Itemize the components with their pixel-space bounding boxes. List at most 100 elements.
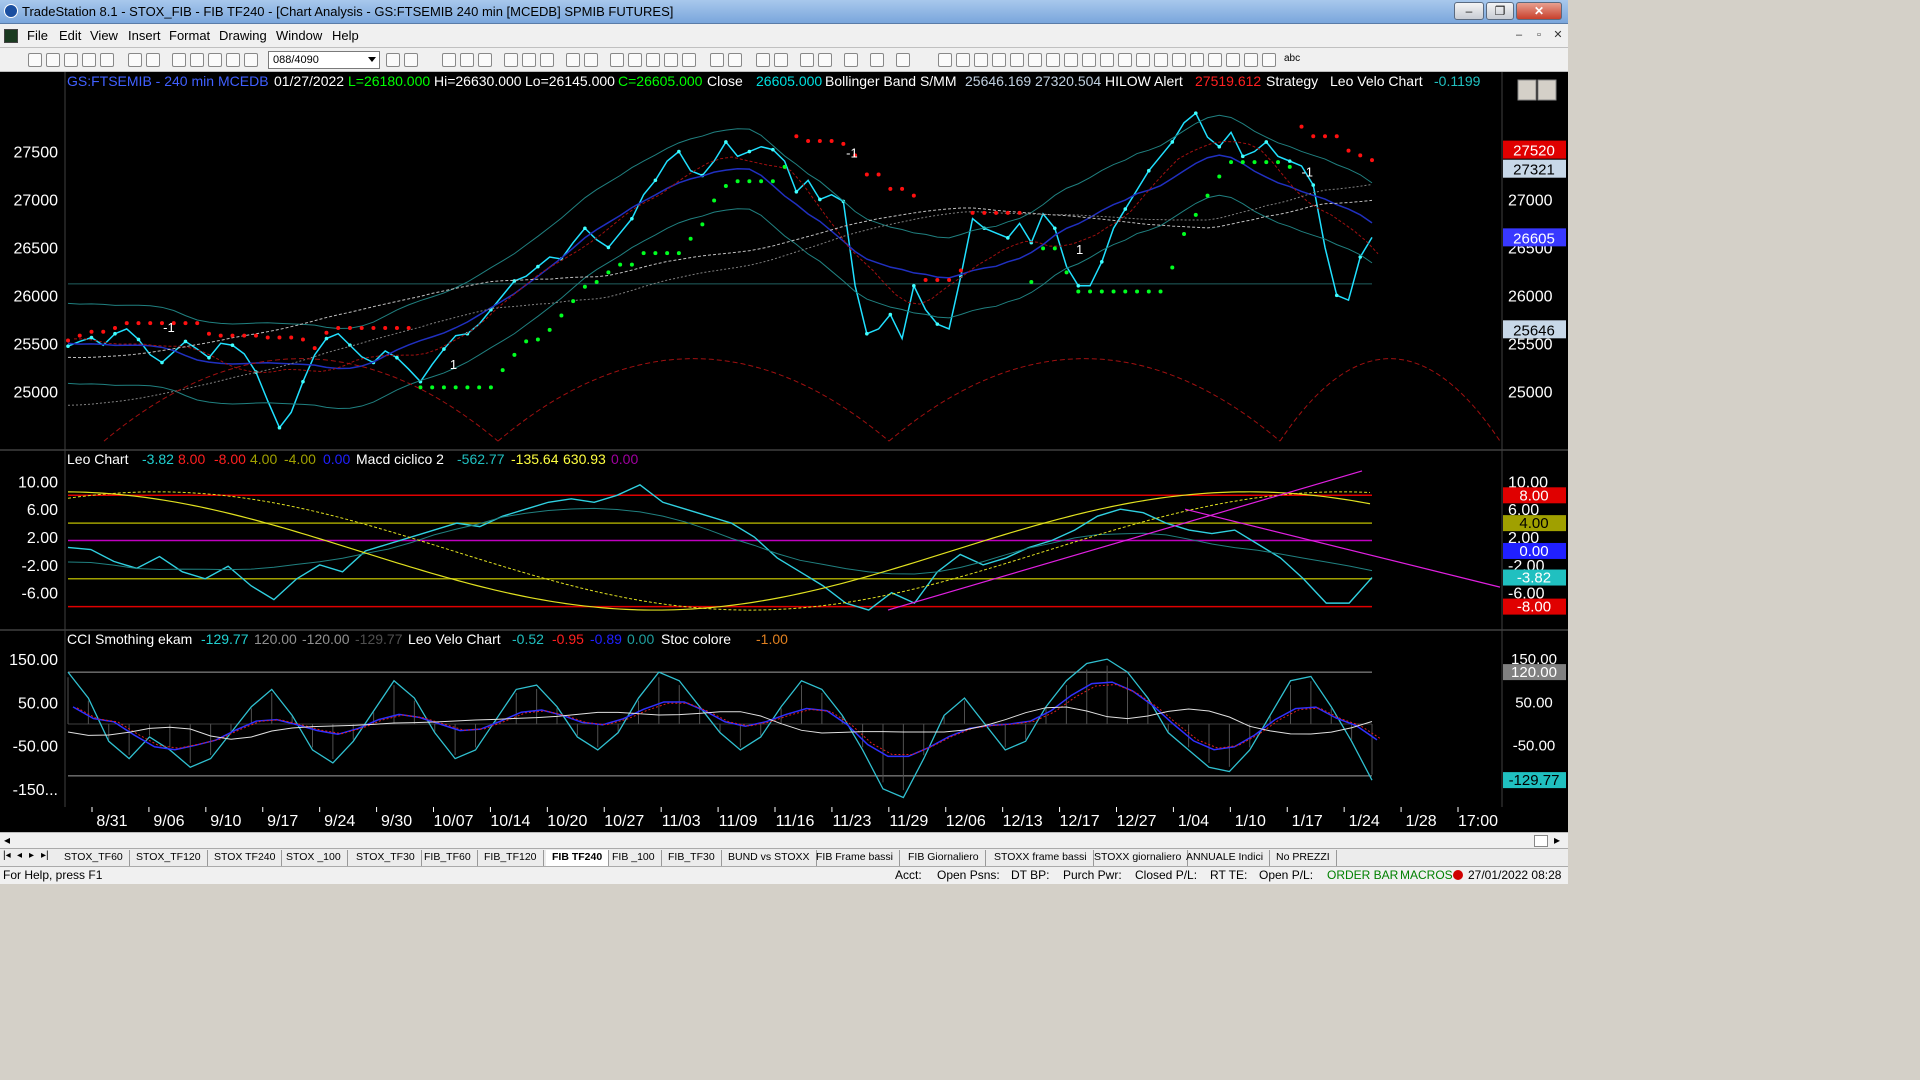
menu-view[interactable]: View	[90, 28, 118, 43]
scroll-right-icon[interactable]: ▸	[1554, 833, 1561, 847]
zoom-in-icon[interactable]	[756, 53, 770, 67]
gann-fan-icon[interactable]	[1064, 53, 1078, 67]
tab-stoxx-frame-bassi[interactable]: STOXX frame bassi	[988, 850, 1094, 866]
text-tool-icon[interactable]: abc	[1284, 53, 1301, 64]
cut-icon[interactable]	[172, 53, 186, 67]
search-icon[interactable]	[404, 53, 418, 67]
radar-icon[interactable]	[460, 53, 474, 67]
menu-insert[interactable]: Insert	[128, 28, 161, 43]
chart-window[interactable]: GS:FTSEMIB - 240 min MCEDB 01/27/2022 L=…	[0, 72, 1568, 832]
scroll-left-icon[interactable]: ◂	[4, 833, 11, 847]
save-all-icon[interactable]	[82, 53, 96, 67]
paste-icon[interactable]	[226, 53, 240, 67]
horizontal-scrollbar[interactable]: ◂ ▸	[0, 832, 1568, 848]
tab-fib-tf240[interactable]: FIB TF240	[546, 850, 610, 866]
copy-icon[interactable]	[190, 53, 204, 67]
trendline-icon[interactable]	[938, 53, 952, 67]
curve-icon[interactable]	[1190, 53, 1204, 67]
calendar-icon[interactable]	[896, 53, 910, 67]
minimize-button[interactable]: ‒	[1454, 2, 1484, 20]
open-icon[interactable]	[46, 53, 60, 67]
mdi-restore-button[interactable]: ▫	[1537, 29, 1541, 41]
menu-help[interactable]: Help	[332, 28, 359, 43]
tab-no-prezzi[interactable]: No PREZZI	[1270, 850, 1337, 866]
pane-restore-button[interactable]	[1537, 79, 1557, 101]
tab-fib-giornaliero[interactable]: FIB Giornaliero	[902, 850, 986, 866]
restore-button[interactable]: ❐	[1486, 2, 1514, 20]
window-icon[interactable]	[540, 53, 554, 67]
tab-fib-tf120[interactable]: FIB_TF120	[478, 850, 544, 866]
expand-icon[interactable]	[728, 53, 742, 67]
menu-window[interactable]: Window	[276, 28, 323, 43]
bar-chart-icon[interactable]	[664, 53, 678, 67]
save-icon[interactable]	[64, 53, 78, 67]
pencil-icon[interactable]	[1172, 53, 1186, 67]
tab-stox-tf240[interactable]: STOX TF240	[208, 850, 283, 866]
tab-nav-prev-icon[interactable]: ◂	[17, 850, 23, 861]
data-tip-icon[interactable]	[818, 53, 832, 67]
format-icon[interactable]	[870, 53, 884, 67]
menu-drawing[interactable]: Drawing	[219, 28, 267, 43]
menu-file[interactable]: File	[27, 28, 48, 43]
layers-icon[interactable]	[584, 53, 598, 67]
mdi-close-button[interactable]: ✕	[1553, 29, 1563, 41]
tab-bund-vs-stoxx[interactable]: BUND vs STOXX	[722, 850, 817, 866]
pane-minimize-button[interactable]	[1517, 79, 1537, 101]
radar-screen-icon[interactable]	[646, 53, 660, 67]
order-bar-button[interactable]: ORDER BAR	[1327, 868, 1399, 882]
tab-nav-next-icon[interactable]: ▸	[29, 850, 35, 861]
tab-fib-frame-bassi[interactable]: FIB Frame bassi	[810, 850, 901, 866]
arrow-up-icon[interactable]	[1226, 53, 1240, 67]
link-icon[interactable]	[522, 53, 536, 67]
horizontal-lines-icon[interactable]	[974, 53, 988, 67]
tab-fib-tf60[interactable]: FIB_TF60	[418, 850, 478, 866]
chart-window-icon[interactable]	[4, 29, 18, 43]
arrow-icon[interactable]	[504, 53, 518, 67]
chart-icon[interactable]	[442, 53, 456, 67]
grid-icon[interactable]	[478, 53, 492, 67]
regression-icon[interactable]	[1010, 53, 1024, 67]
tab-stox-tf60[interactable]: STOX_TF60	[58, 850, 130, 866]
menu-format[interactable]: Format	[169, 28, 211, 43]
tab-annuale-indici[interactable]: ANNUALE Indici	[1180, 850, 1271, 866]
channel-icon[interactable]	[992, 53, 1006, 67]
andrews-icon[interactable]	[1082, 53, 1096, 67]
fibonacci-icon[interactable]	[1028, 53, 1042, 67]
close-button[interactable]: ✕	[1516, 2, 1562, 20]
wave-icon[interactable]	[1154, 53, 1168, 67]
pointer-icon[interactable]	[800, 53, 814, 67]
matrix-icon[interactable]	[628, 53, 642, 67]
mdi-minimize-button[interactable]: –	[1515, 29, 1523, 41]
tab-fib-tf30[interactable]: FIB_TF30	[662, 850, 722, 866]
tab-stox-100[interactable]: STOX _100	[280, 850, 348, 866]
zoom-bars-icon[interactable]	[710, 53, 724, 67]
menu-edit[interactable]: Edit	[59, 28, 82, 43]
tab-nav-last-icon[interactable]: ▸|	[41, 850, 49, 861]
candle-icon[interactable]	[682, 53, 696, 67]
tools-icon[interactable]	[844, 53, 858, 67]
arrow-down-icon[interactable]	[1208, 53, 1222, 67]
ray-icon[interactable]	[1100, 53, 1114, 67]
arc-icon[interactable]	[1136, 53, 1150, 67]
zoom-out-icon[interactable]	[774, 53, 788, 67]
folder-icon[interactable]	[100, 53, 114, 67]
speedline-icon[interactable]	[1046, 53, 1060, 67]
macros-button[interactable]: MACROS	[1400, 868, 1453, 882]
tab-stox-tf120[interactable]: STOX_TF120	[130, 850, 208, 866]
print-icon[interactable]	[128, 53, 142, 67]
layout-icon[interactable]	[566, 53, 580, 67]
vertical-lines-icon[interactable]	[956, 53, 970, 67]
extension-icon[interactable]	[1118, 53, 1132, 67]
print-preview-icon[interactable]	[146, 53, 160, 67]
tab-nav-first-icon[interactable]: |◂	[3, 850, 11, 861]
scanner-icon[interactable]	[610, 53, 624, 67]
tab-fib-100[interactable]: FIB _100	[606, 850, 662, 866]
bar-count-select[interactable]: 088/4090	[268, 51, 380, 69]
new-icon[interactable]	[28, 53, 42, 67]
chart-canvas[interactable]: GS:FTSEMIB - 240 min MCEDB 01/27/2022 L=…	[0, 72, 1568, 832]
ellipse-icon[interactable]	[1244, 53, 1258, 67]
tab-stoxx-giornaliero[interactable]: STOXX giornaliero	[1088, 850, 1189, 866]
play-icon[interactable]	[386, 53, 400, 67]
scroll-thumb[interactable]	[1534, 835, 1548, 847]
rectangle-icon[interactable]	[1262, 53, 1276, 67]
